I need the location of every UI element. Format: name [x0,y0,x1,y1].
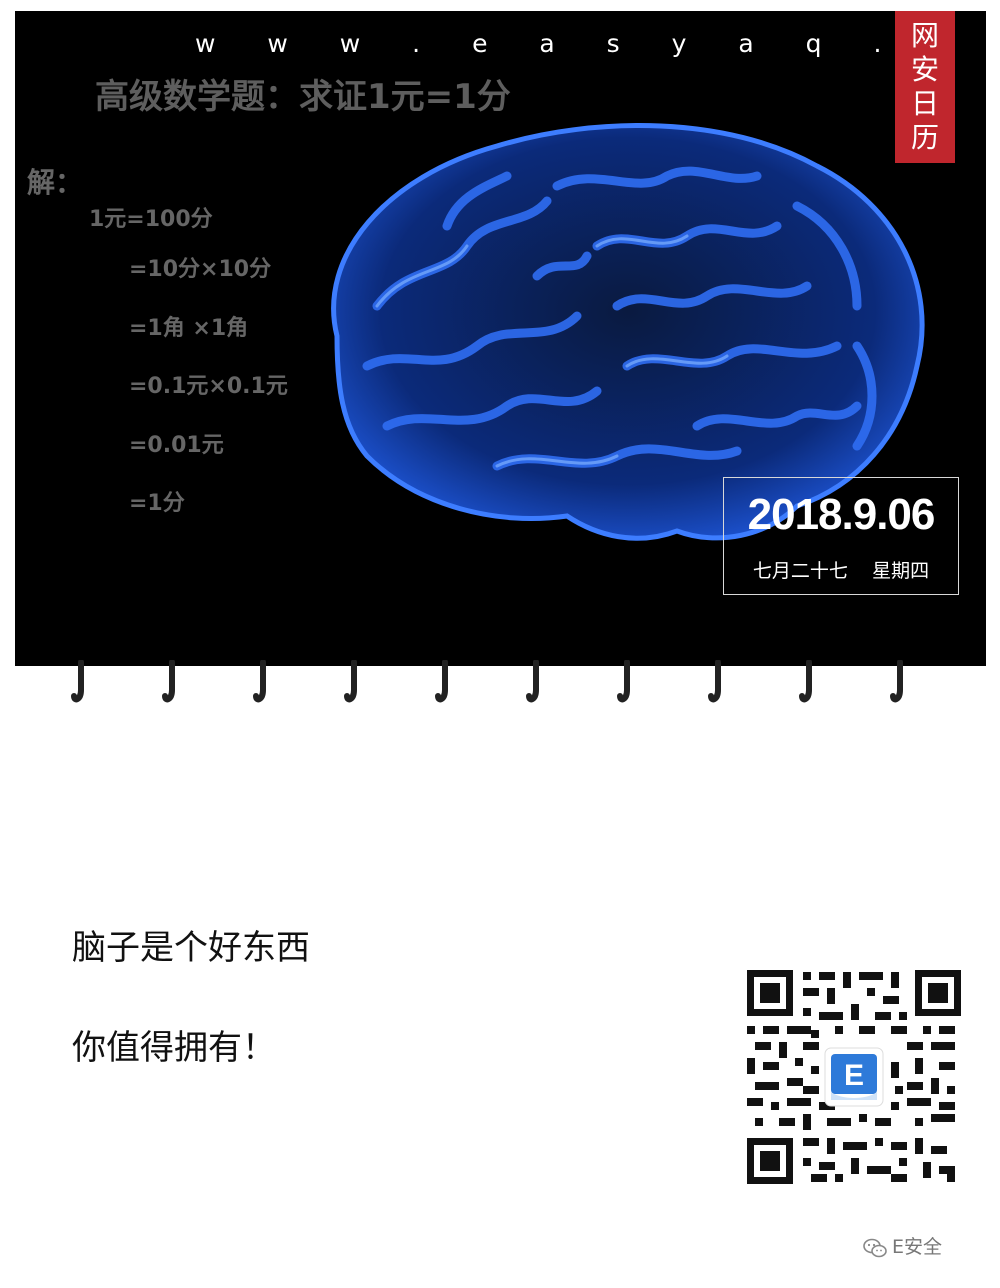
binding-ring [162,660,175,703]
account-name: E安全 [892,1236,943,1258]
binding-ring [435,660,448,703]
binding-ring [617,660,630,703]
binding-ring [344,660,357,703]
calendar-badge: 网 安 日 历 [895,11,955,163]
binding-ring [253,660,266,703]
badge-char: 历 [910,121,939,154]
date-text: 2018.9.06 [747,490,936,539]
binding-ring [890,660,903,703]
binding-ring [71,660,84,703]
badge-char: 网 [910,19,939,52]
qr-logo-letter: E [844,1059,864,1092]
problem-title: 高级数学题：求证1元=1分 [95,77,511,117]
binding-ring [708,660,721,703]
binding-ring [526,660,539,703]
brain-illustration [331,123,925,541]
binding-ring [799,660,812,703]
wechat-icon [863,1238,887,1257]
solution-step: =1角 ×1角 [129,316,249,341]
qr-code: E [745,968,963,1186]
caption-line: 脑子是个好东西 [72,928,310,968]
date-card: 2018.9.06 七月二十七 星期四 [723,477,959,595]
badge-char: 日 [910,87,939,120]
solution-label: 解： [27,166,84,199]
solution-step: =0.1元×0.1元 [129,374,288,399]
caption-line: 你值得拥有！ [72,1028,276,1068]
lunar-weekday-text: 七月二十七 星期四 [752,560,930,582]
site-url: w w w . e a s y a q . c o m [195,29,986,58]
solution-step: =10分×10分 [129,257,272,282]
solution-step: 1元=100分 [89,207,213,232]
solution-step: =0.01元 [129,433,224,458]
calendar-panel: w w w . e a s y a q . c o m 高级数学题：求证1元=1… [15,11,986,666]
account-watermark: E安全 [862,1232,942,1259]
solution-step: =1分 [129,491,185,516]
badge-char: 安 [910,53,939,86]
